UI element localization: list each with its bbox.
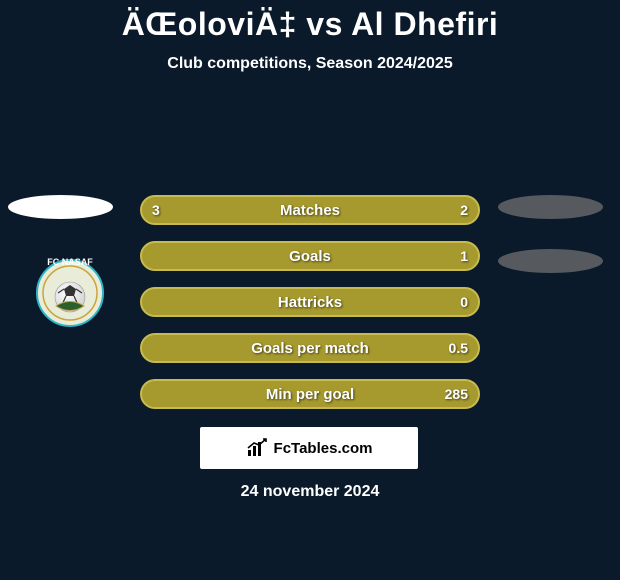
stats-bars: 3 Matches 2 Goals 1 Hattricks 0 Goals per match…	[140, 195, 480, 425]
stat-right-value: 2	[460, 202, 468, 218]
page-subtitle: Club competitions, Season 2024/2025	[0, 55, 620, 73]
stat-bar: Hattricks 0	[140, 287, 480, 317]
player-right-ellipse-top	[498, 195, 603, 219]
stat-label: Min per goal	[266, 386, 354, 403]
stat-bar: Goals per match 0.5	[140, 333, 480, 363]
page-title: ÄŒoloviÄ‡ vs Al Dhefiri	[0, 0, 620, 43]
club-badge-label: FC NASAF	[28, 258, 112, 267]
stat-right-value: 1	[460, 248, 468, 264]
stat-label: Goals	[289, 248, 331, 265]
stat-right-value: 0	[460, 294, 468, 310]
stat-bar: Goals 1	[140, 241, 480, 271]
brand-box[interactable]: FcTables.com	[200, 427, 418, 469]
club-badge: FC NASAF	[28, 251, 112, 335]
stat-label: Goals per match	[251, 340, 369, 357]
stat-bar: Min per goal 285	[140, 379, 480, 409]
stat-right-value: 0.5	[449, 340, 468, 356]
stat-right-value: 285	[445, 386, 468, 402]
club-badge-icon	[36, 259, 104, 327]
stat-bar: 3 Matches 2	[140, 195, 480, 225]
player-right-ellipse-bottom	[498, 249, 603, 273]
stat-left-value: 3	[152, 202, 160, 218]
brand-chart-icon	[246, 438, 268, 458]
stat-label: Matches	[280, 202, 340, 219]
comparison-infographic: ÄŒoloviÄ‡ vs Al Dhefiri Club competition…	[0, 0, 620, 580]
stat-label: Hattricks	[278, 294, 342, 311]
date-line: 24 november 2024	[0, 483, 620, 501]
player-left-ellipse	[8, 195, 113, 219]
brand-text: FcTables.com	[274, 440, 373, 457]
